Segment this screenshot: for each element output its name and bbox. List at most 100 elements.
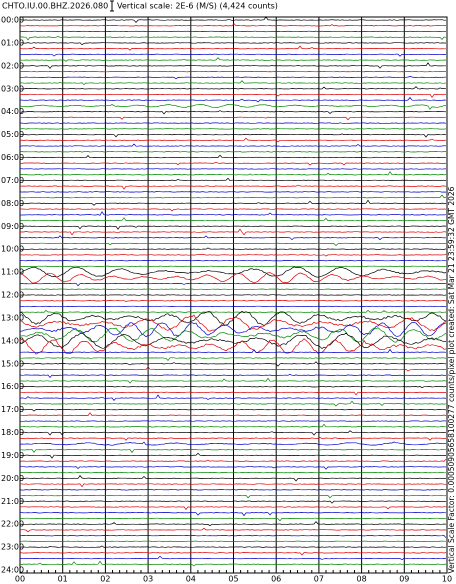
trace xyxy=(19,423,447,428)
hour-label: 23:00 xyxy=(1,543,24,552)
trace xyxy=(20,208,447,212)
trace xyxy=(19,327,447,343)
trace xyxy=(19,225,447,230)
scale-factor-note: Vertical Scale Factor: 0.000509056581002… xyxy=(447,186,456,573)
trace xyxy=(19,449,446,454)
trace xyxy=(19,357,447,362)
trace xyxy=(19,42,446,46)
vertical-scale: Vertical scale: 2E-6 (M/S) (4,424 counts… xyxy=(117,2,278,11)
trace xyxy=(19,96,447,103)
trace xyxy=(19,391,447,396)
trace xyxy=(20,211,447,216)
hour-label: 20:00 xyxy=(1,474,24,483)
trace xyxy=(19,217,447,222)
trace xyxy=(19,23,446,27)
trace xyxy=(19,483,447,488)
trace xyxy=(19,500,447,504)
trace xyxy=(19,300,447,302)
trace xyxy=(20,332,447,350)
trace xyxy=(19,30,447,33)
trace xyxy=(19,143,447,147)
trace xyxy=(20,93,447,99)
minute-label: 00 xyxy=(15,575,25,584)
trace xyxy=(19,338,447,355)
trace xyxy=(19,545,447,548)
trace xyxy=(19,151,446,153)
minute-label: 03 xyxy=(143,575,153,584)
hour-label: 03:00 xyxy=(1,84,24,93)
hour-label: 14:00 xyxy=(1,336,24,345)
trace xyxy=(19,408,447,412)
trace xyxy=(19,521,447,527)
hour-label: 16:00 xyxy=(1,382,24,391)
hour-label: 01:00 xyxy=(1,38,24,47)
hour-label: 17:00 xyxy=(1,405,24,414)
trace xyxy=(19,265,447,268)
trace xyxy=(19,171,447,176)
trace xyxy=(19,177,447,182)
minute-label: 01 xyxy=(58,575,68,584)
trace xyxy=(19,53,447,57)
trace xyxy=(19,110,447,115)
trace xyxy=(19,430,447,436)
trace xyxy=(19,128,447,130)
hour-label: 04:00 xyxy=(1,107,24,116)
trace xyxy=(19,560,447,567)
minute-label: 05 xyxy=(228,575,238,584)
hour-label: 13:00 xyxy=(1,313,24,322)
hour-label: 22:00 xyxy=(1,520,24,529)
hour-label: 21:00 xyxy=(1,497,24,506)
minute-label: 02 xyxy=(100,575,110,584)
trace xyxy=(19,16,446,24)
hour-label: 08:00 xyxy=(1,199,24,208)
station-title: CHTO.IU.00.BHZ.2026.080 xyxy=(2,2,108,11)
trace xyxy=(19,294,447,296)
trace xyxy=(19,103,447,110)
trace xyxy=(19,310,447,326)
trace xyxy=(19,527,447,533)
trace xyxy=(20,76,447,80)
trace xyxy=(19,253,447,257)
trace xyxy=(20,471,447,474)
hour-label: 24:00 xyxy=(1,566,24,575)
trace xyxy=(19,348,447,353)
trace xyxy=(19,512,447,517)
trace xyxy=(19,80,447,86)
trace xyxy=(19,133,447,138)
trace xyxy=(19,394,447,401)
hour-label: 12:00 xyxy=(1,291,24,300)
trace xyxy=(19,540,446,543)
trace xyxy=(20,235,447,241)
trace xyxy=(19,62,446,69)
trace xyxy=(19,242,447,246)
trace xyxy=(19,86,447,90)
trace xyxy=(19,45,446,51)
hour-label: 06:00 xyxy=(1,153,24,162)
trace xyxy=(19,517,447,522)
hour-label: 05:00 xyxy=(1,130,24,139)
trace xyxy=(20,309,447,313)
trace xyxy=(19,488,447,491)
hour-label: 02:00 xyxy=(1,61,24,70)
hour-label: 09:00 xyxy=(1,222,24,231)
trace xyxy=(19,321,447,338)
trace xyxy=(20,199,446,206)
trace xyxy=(19,466,447,470)
trace xyxy=(19,194,446,199)
trace xyxy=(19,70,447,73)
trace xyxy=(20,437,447,441)
minute-label: 10 xyxy=(442,575,452,584)
hour-label: 18:00 xyxy=(1,428,24,437)
trace xyxy=(19,400,447,407)
trace xyxy=(19,305,447,308)
minute-label: 06 xyxy=(271,575,281,584)
trace xyxy=(19,441,447,446)
trace xyxy=(19,420,447,422)
trace xyxy=(19,161,447,166)
trace xyxy=(19,373,447,379)
trace xyxy=(19,259,447,262)
trace xyxy=(19,266,447,278)
trace xyxy=(19,137,447,143)
trace xyxy=(19,474,447,482)
